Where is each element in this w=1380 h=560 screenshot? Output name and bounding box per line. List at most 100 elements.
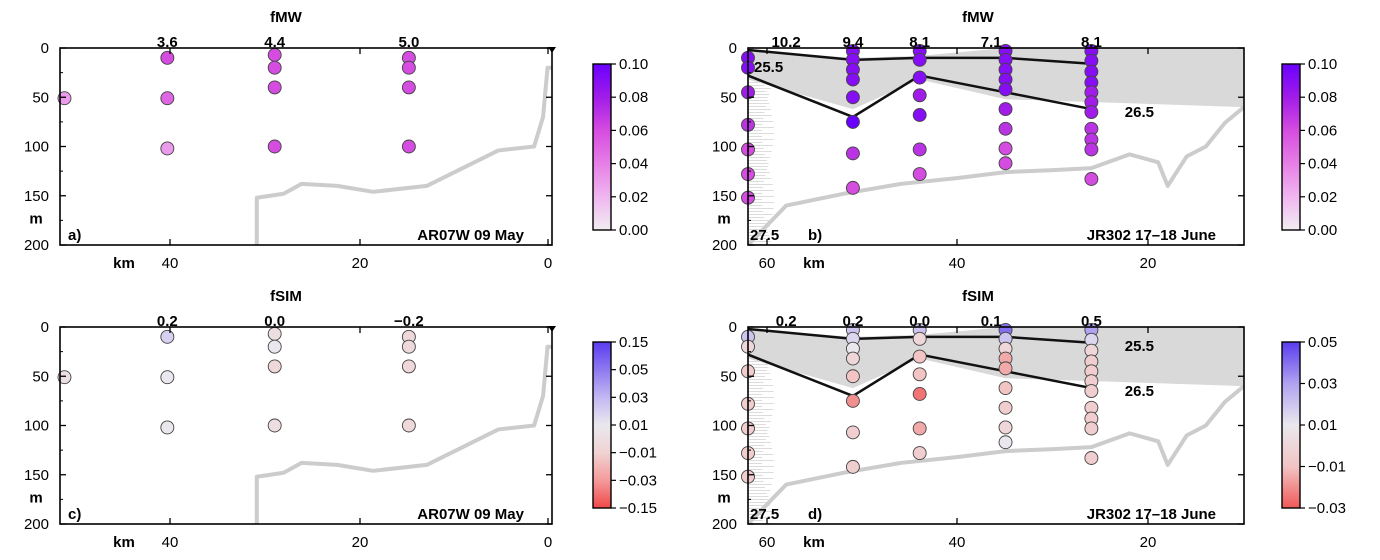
colorbar-gradient bbox=[592, 63, 612, 231]
colorbar-tick-label: 0.08 bbox=[1308, 89, 1337, 106]
panel-letter: a) bbox=[68, 227, 81, 244]
top-value-label: 9.4 bbox=[842, 34, 864, 51]
colorbar-tick-label: −0.01 bbox=[1308, 459, 1346, 476]
top-value-label: 0.5 bbox=[1081, 313, 1102, 330]
colorbar-gradient bbox=[592, 341, 612, 509]
data-point bbox=[1084, 142, 1099, 157]
y-tick-label: 200 bbox=[712, 516, 737, 533]
data-point bbox=[401, 359, 416, 374]
y-axis-label: m bbox=[717, 210, 730, 227]
colorbar-tick-label: 0.03 bbox=[1308, 376, 1337, 393]
colorbar: 0.15 0.05 0.03 0.01 −0.01 −0.03 −0.15 bbox=[592, 334, 657, 517]
x-tick-label: 20 bbox=[1140, 534, 1157, 551]
colorbar-gradient bbox=[1281, 63, 1301, 231]
data-point bbox=[401, 339, 416, 354]
data-point bbox=[912, 167, 927, 182]
x-tick-label: 60 bbox=[759, 255, 776, 272]
data-point bbox=[998, 82, 1013, 97]
contour-label: 25.5 bbox=[1125, 338, 1154, 355]
data-point bbox=[912, 349, 927, 364]
data-point bbox=[1084, 384, 1099, 398]
top-value-label: 8.1 bbox=[1081, 34, 1102, 51]
data-point bbox=[160, 329, 175, 344]
top-value-label: 0.2 bbox=[842, 313, 863, 330]
data-point bbox=[845, 425, 860, 440]
data-point bbox=[912, 108, 927, 122]
data-point bbox=[160, 141, 175, 156]
data-point bbox=[160, 91, 175, 106]
y-tick-label: 50 bbox=[720, 368, 737, 385]
panel-title: fMW bbox=[962, 9, 994, 26]
hatch-region bbox=[748, 81, 774, 245]
data-point bbox=[912, 367, 927, 382]
y-tick-label: 100 bbox=[712, 418, 737, 435]
data-point bbox=[998, 121, 1013, 136]
y-tick-label: 50 bbox=[32, 89, 49, 106]
panel-letter: b) bbox=[808, 227, 822, 244]
y-tick-label: 50 bbox=[32, 368, 49, 385]
contour-label: 26.5 bbox=[1125, 383, 1154, 400]
colorbar-tick-label: 0.10 bbox=[1308, 56, 1337, 73]
cruise-label: AR07W 09 May bbox=[417, 506, 524, 523]
data-point bbox=[267, 80, 282, 95]
data-point bbox=[912, 446, 927, 461]
data-point bbox=[1084, 172, 1099, 186]
top-value-label: 10.2 bbox=[772, 34, 801, 51]
shaded-region bbox=[748, 48, 1244, 110]
top-value-label: 3.6 bbox=[157, 34, 178, 51]
data-point bbox=[912, 52, 927, 67]
bathymetry-line bbox=[746, 105, 1246, 247]
colorbar-tick-label: −0.03 bbox=[1308, 500, 1346, 517]
colorbar-tick-label: 0.01 bbox=[1308, 417, 1337, 434]
panel-d: 0 50 100 150 200 m 60 40 20 km fSIM 0.2 0.2 0.0 0.1 0.5… bbox=[712, 288, 1346, 551]
colorbar-tick-label: 0.15 bbox=[619, 334, 648, 351]
y-tick-label: 0 bbox=[729, 319, 737, 336]
x-axis-label: km bbox=[113, 255, 135, 272]
panel-title: fMW bbox=[270, 9, 302, 26]
top-value-label: 0.0 bbox=[909, 313, 930, 330]
data-point bbox=[845, 459, 860, 474]
data-point bbox=[845, 90, 860, 105]
top-value-label: 0.2 bbox=[157, 313, 178, 330]
bathymetry-line bbox=[254, 65, 552, 245]
data-point bbox=[1084, 421, 1099, 436]
x-axis-label: km bbox=[803, 534, 825, 551]
colorbar-tick-label: 0.02 bbox=[619, 189, 648, 206]
data-point bbox=[57, 370, 72, 385]
colorbar-tick-label: 0.04 bbox=[1308, 156, 1337, 173]
y-axis-label: m bbox=[29, 210, 42, 227]
bathymetry-line bbox=[254, 344, 552, 524]
top-value-label: 5.0 bbox=[398, 34, 419, 51]
cruise-label: JR302 17–18 June bbox=[1087, 506, 1216, 523]
colorbar-tick-label: −0.03 bbox=[619, 472, 657, 489]
plot-frame bbox=[59, 326, 553, 525]
data-point bbox=[1084, 105, 1099, 119]
top-value-label: 4.4 bbox=[264, 34, 286, 51]
colorbar-tick-label: 0.05 bbox=[619, 362, 648, 379]
y-tick-label: 100 bbox=[24, 418, 49, 435]
data-point bbox=[845, 114, 860, 129]
shaded-region bbox=[748, 327, 1244, 389]
top-value-label: 0.1 bbox=[981, 313, 1002, 330]
colorbar: 0.05 0.03 0.01 −0.01 −0.03 bbox=[1281, 334, 1346, 517]
top-value-label: 0.2 bbox=[776, 313, 797, 330]
data-point bbox=[998, 400, 1013, 415]
y-tick-label: 50 bbox=[720, 89, 737, 106]
data-point bbox=[912, 70, 927, 85]
x-tick-label: 0 bbox=[544, 255, 552, 272]
data-point bbox=[160, 50, 175, 65]
contour-label: 27.5 bbox=[750, 227, 779, 244]
y-tick-label: 200 bbox=[24, 516, 49, 533]
data-point bbox=[912, 421, 927, 436]
panel-title: fSIM bbox=[962, 288, 994, 305]
y-tick-label: 0 bbox=[41, 40, 49, 57]
contour-label: 27.5 bbox=[750, 506, 779, 523]
x-axis-label: km bbox=[803, 255, 825, 272]
data-point bbox=[998, 102, 1013, 117]
colorbar: 0.10 0.08 0.06 0.04 0.02 0.00 bbox=[1281, 56, 1337, 239]
colorbar-tick-label: 0.02 bbox=[1308, 189, 1337, 206]
data-point bbox=[267, 418, 282, 433]
colorbar-tick-label: −0.15 bbox=[619, 500, 657, 517]
